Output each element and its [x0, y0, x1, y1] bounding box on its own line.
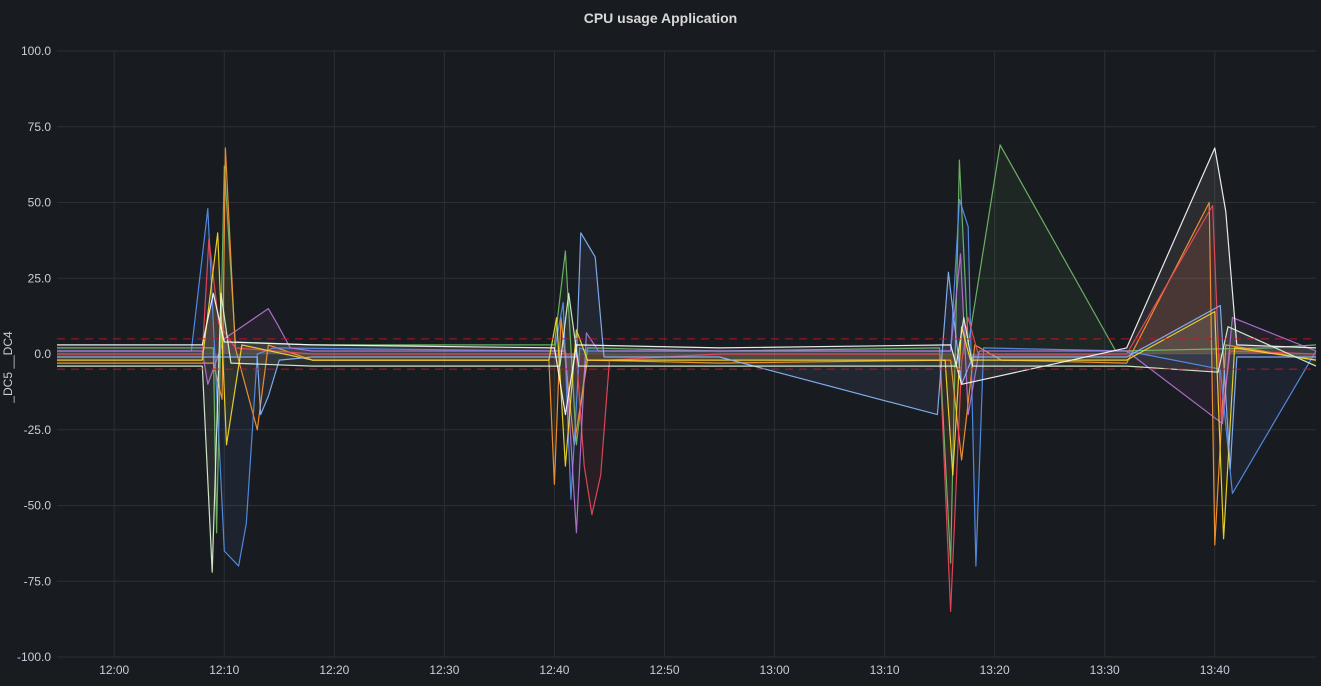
series-band	[57, 148, 1316, 415]
series-lines	[57, 144, 1317, 613]
variance-bands	[57, 144, 1316, 612]
y-tick-label: -25.0	[24, 423, 52, 437]
x-tick-label: 13:30	[1090, 663, 1120, 677]
series-line	[57, 232, 1317, 540]
x-tick-label: 12:40	[539, 663, 569, 677]
series-band	[57, 144, 1316, 564]
series-line	[57, 147, 1317, 416]
series-band	[57, 293, 1316, 573]
y-tick-label: 75.0	[28, 120, 52, 134]
x-tick-label: 13:00	[760, 663, 790, 677]
chart-title: CPU usage Application	[583, 10, 738, 26]
x-tick-label: 13:20	[980, 663, 1010, 677]
y-tick-label: -75.0	[24, 574, 52, 588]
x-tick-label: 12:50	[649, 663, 679, 677]
y-tick-label: 0.0	[34, 347, 51, 361]
x-tick-label: 13:40	[1200, 663, 1230, 677]
series-line	[57, 292, 1317, 573]
y-tick-label: 100.0	[21, 44, 51, 58]
y-tick-label: 25.0	[28, 271, 52, 285]
y-tick-label: -100.0	[17, 650, 51, 664]
series-line	[57, 253, 1317, 534]
y-axis-ticks: 100.0 75.0 50.0 25.0 0.0 -25.0 -50.0 -75.0 -100.…	[17, 44, 51, 664]
x-tick-label: 12:30	[429, 663, 459, 677]
series-band	[57, 205, 1316, 612]
x-tick-label: 12:20	[319, 663, 349, 677]
series-band	[57, 199, 1316, 567]
x-tick-label: 12:10	[209, 663, 239, 677]
y-tick-label: 50.0	[28, 196, 52, 210]
x-tick-label: 13:10	[870, 663, 900, 677]
x-tick-label: 12:00	[99, 663, 129, 677]
series-line	[57, 232, 1316, 470]
series-line	[57, 198, 1317, 567]
series-line	[57, 144, 1317, 564]
y-tick-label: -50.0	[24, 499, 52, 513]
x-axis-ticks: 12:00 12:10 12:20 12:30 12:40 12:50 13:00 13:10…	[99, 663, 1230, 677]
